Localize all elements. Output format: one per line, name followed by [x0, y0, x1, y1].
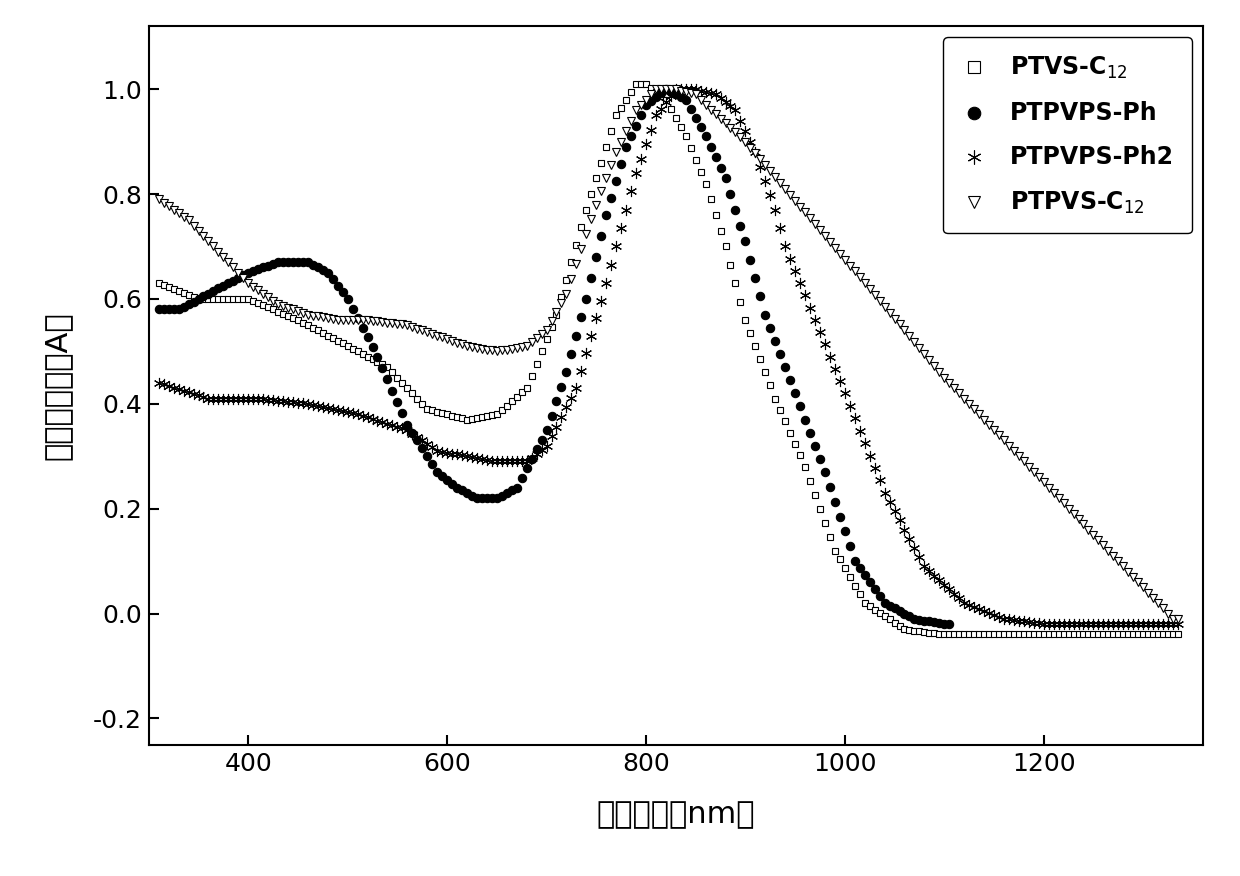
X-axis label: 波　长　（nm）: 波 长 （nm）	[596, 801, 755, 830]
Y-axis label: 吸　光　度（A）: 吸 光 度（A）	[43, 311, 72, 460]
Legend: PTVS-C$_{12}$, PTPVPS-Ph, PTPVPS-Ph2, PTPVS-C$_{12}$: PTVS-C$_{12}$, PTPVPS-Ph, PTPVPS-Ph2, PT…	[944, 38, 1192, 233]
